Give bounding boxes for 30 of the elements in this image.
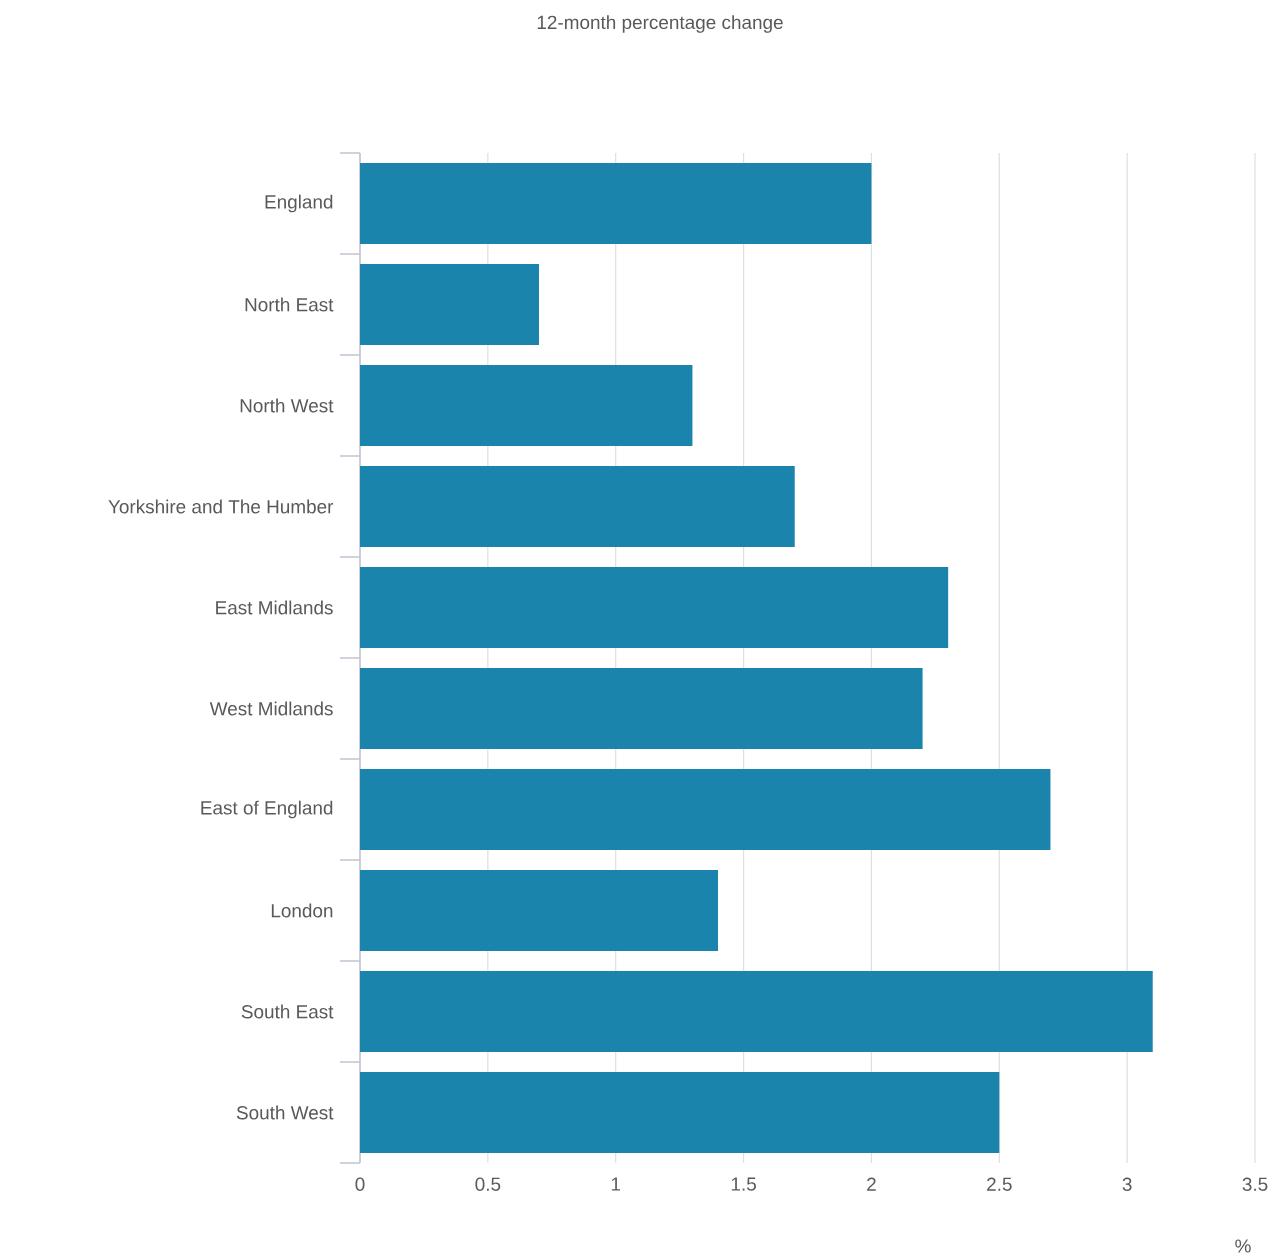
y-tick-label: Yorkshire and The Humber [108,499,334,514]
y-tick-label: North East [245,297,334,312]
bar [360,668,923,749]
x-tick-label: 2 [867,1177,876,1191]
x-tick-label: 3.5 [1242,1177,1268,1191]
x-tick-label: 3 [1122,1177,1132,1191]
x-axis-title: % [1235,1239,1251,1253]
y-tick-label: East of England [201,800,333,819]
y-tick-label: North West [240,398,334,413]
bar [360,365,693,446]
x-tick-label: 1 [611,1177,621,1191]
bar [360,264,540,345]
y-tick-label: South East [241,1004,334,1019]
x-tick-label: 0.5 [475,1177,501,1191]
x-tick-label: 2.5 [987,1177,1012,1191]
y-tick-label: East Midlands [216,600,333,615]
bar [360,567,949,648]
bar [360,163,872,244]
y-tick-label: South West [236,1105,334,1120]
bar [360,870,719,951]
bar [360,1072,1000,1153]
bar [360,466,795,547]
x-tick-label: 1.5 [731,1177,756,1191]
y-tick-label: London [271,903,333,918]
x-tick-label: 0 [355,1177,365,1191]
bar [360,971,1153,1052]
y-tick-label: England [265,194,333,213]
bar [360,769,1051,850]
chart-title: 12-month percentage change [537,15,783,33]
y-tick-label: West Midlands [209,701,333,716]
